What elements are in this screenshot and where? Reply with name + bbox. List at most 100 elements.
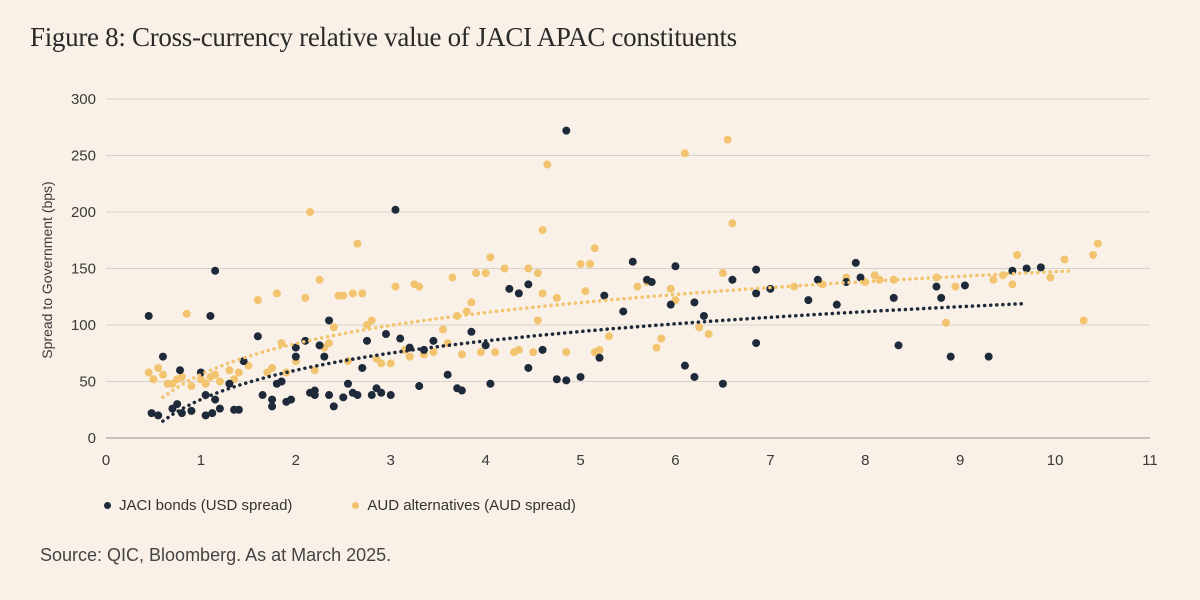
aud-point (1093, 239, 1102, 248)
usd-point (937, 293, 946, 302)
aud-point (941, 318, 950, 327)
aud-point (438, 325, 447, 334)
usd-point (538, 345, 547, 354)
usd-point (718, 379, 727, 388)
legend-label-aud: AUD alternatives (AUD spread) (367, 497, 576, 514)
y-tick-label: 100 (71, 317, 96, 334)
usd-point (415, 382, 424, 391)
aud-point (576, 259, 585, 268)
usd-point (752, 265, 761, 274)
usd-point (699, 311, 708, 320)
aud-point (718, 269, 727, 278)
aud-point (358, 289, 367, 298)
usd-point (628, 257, 637, 266)
usd-point (253, 332, 262, 341)
aud-point (633, 282, 642, 291)
usd-point (984, 352, 993, 361)
aud-point (149, 375, 158, 384)
aud-point (481, 269, 490, 278)
usd-point (514, 289, 523, 298)
usd-point (363, 336, 371, 345)
aud-point (310, 366, 319, 375)
aud-point (472, 269, 481, 278)
aud-point (1089, 250, 1098, 259)
aud-point (680, 149, 689, 158)
usd-point (600, 291, 609, 300)
aud-point (154, 363, 163, 372)
usd-point (813, 275, 822, 284)
aud-point (486, 253, 495, 262)
usd-point (277, 377, 286, 386)
aud-point (215, 377, 224, 386)
usd-point (481, 341, 490, 350)
aud-point (177, 372, 186, 381)
usd-point (671, 262, 680, 271)
usd-point (176, 366, 185, 375)
usd-point (486, 379, 495, 388)
usd-point (325, 316, 334, 325)
x-tick-label: 6 (671, 452, 679, 469)
x-tick-label: 5 (576, 452, 584, 469)
y-tick-label: 150 (71, 261, 96, 278)
x-tick-label: 0 (102, 452, 110, 469)
aud-point (595, 345, 604, 354)
aud-point (533, 316, 542, 325)
usd-point (647, 278, 656, 287)
aud-point (590, 244, 599, 253)
usd-point (215, 404, 224, 413)
x-tick-label: 2 (292, 452, 300, 469)
usd-point (457, 386, 466, 395)
usd-point (339, 393, 348, 402)
usd-point (201, 411, 210, 420)
legend: JACI bonds (USD spread) AUD alternatives… (104, 497, 576, 514)
series-usd (144, 126, 1045, 420)
usd-point (173, 400, 182, 409)
usd-point (467, 327, 476, 336)
usd-point (832, 300, 841, 309)
x-tick-label: 9 (956, 452, 964, 469)
usd-point (344, 379, 353, 388)
usd-point (728, 275, 737, 284)
usd-point (752, 339, 761, 348)
x-tick-label: 4 (481, 452, 489, 469)
usd-point (291, 343, 300, 352)
aud-point (1008, 280, 1017, 289)
usd-point (595, 353, 604, 362)
usd-point (690, 372, 699, 381)
usd-point (291, 352, 300, 361)
aud-point (514, 345, 523, 354)
aud-point (666, 284, 675, 293)
aud-point (348, 289, 357, 298)
usd-point (851, 258, 860, 267)
trendlines (161, 269, 1076, 423)
usd-point (562, 126, 571, 135)
legend-item-usd: JACI bonds (USD spread) (104, 497, 292, 514)
aud-point (562, 348, 571, 357)
aud-point (144, 368, 153, 377)
legend-marker-usd (104, 502, 111, 509)
x-tick-label: 3 (387, 452, 395, 469)
aud-point (533, 269, 542, 278)
x-tick-label: 7 (766, 452, 774, 469)
usd-point (1022, 264, 1031, 273)
aud-point (457, 350, 466, 359)
aud-point (277, 339, 286, 348)
usd-point (144, 311, 153, 320)
aud-point (268, 363, 277, 372)
aud-point (462, 307, 471, 316)
usd-point (268, 395, 277, 404)
usd-point (287, 395, 296, 404)
y-tick-label: 300 (71, 91, 96, 108)
aud-point (377, 359, 386, 368)
aud-point (467, 298, 476, 307)
usd-point (154, 411, 163, 420)
aud-point (391, 282, 400, 291)
aud-point (306, 208, 315, 216)
usd-point (1036, 263, 1045, 272)
aud-point (652, 343, 661, 352)
aud-point (1060, 255, 1069, 264)
aud-point (989, 275, 998, 284)
aud-point (1013, 250, 1022, 259)
usd-point (225, 379, 234, 388)
